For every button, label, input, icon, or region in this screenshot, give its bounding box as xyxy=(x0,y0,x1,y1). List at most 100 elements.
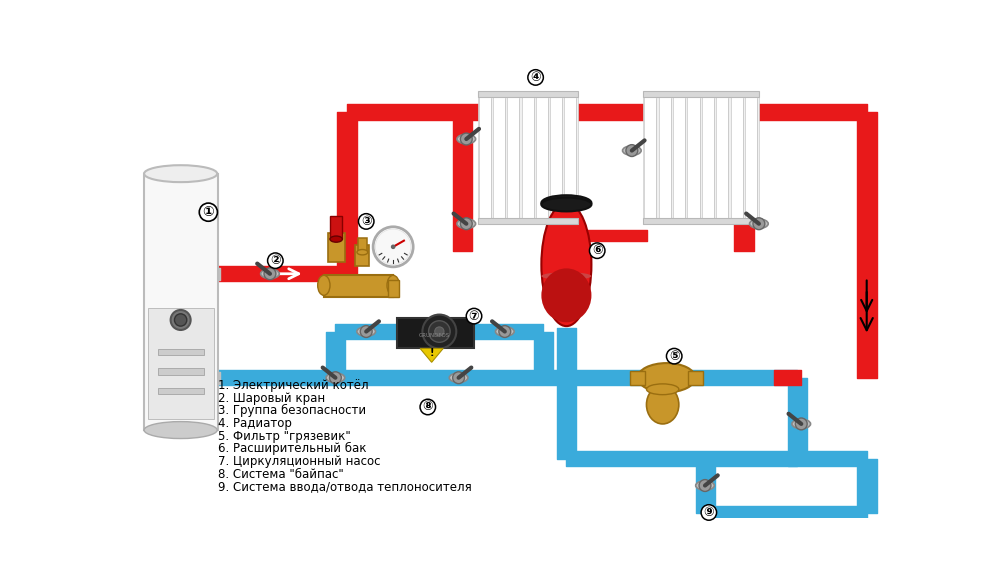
Circle shape xyxy=(795,418,807,430)
Text: 5. Фильтр "грязевик": 5. Фильтр "грязевик" xyxy=(218,430,351,443)
Ellipse shape xyxy=(326,373,345,382)
Text: ⑧: ⑧ xyxy=(422,400,433,414)
Text: ⑥: ⑥ xyxy=(592,244,603,257)
Ellipse shape xyxy=(696,481,714,490)
Bar xyxy=(397,318,474,349)
Text: GRUNDFOS: GRUNDFOS xyxy=(419,333,450,338)
Ellipse shape xyxy=(449,373,468,382)
Ellipse shape xyxy=(646,384,679,394)
Text: ①: ① xyxy=(202,205,214,219)
Circle shape xyxy=(453,372,465,383)
Bar xyxy=(355,245,369,266)
Bar xyxy=(716,96,728,219)
Circle shape xyxy=(499,325,511,338)
Circle shape xyxy=(643,139,646,142)
Circle shape xyxy=(429,321,450,342)
Bar xyxy=(536,96,548,219)
Bar xyxy=(643,91,759,96)
Bar xyxy=(659,96,671,219)
Bar xyxy=(324,275,393,297)
Circle shape xyxy=(452,212,455,215)
Bar xyxy=(328,233,345,262)
Circle shape xyxy=(477,127,481,130)
Circle shape xyxy=(171,310,191,330)
Circle shape xyxy=(460,133,472,145)
Circle shape xyxy=(174,314,187,326)
Ellipse shape xyxy=(750,219,768,228)
Circle shape xyxy=(329,372,341,383)
Bar xyxy=(550,96,562,219)
Bar xyxy=(731,96,743,219)
Circle shape xyxy=(470,366,473,369)
Text: 7. Циркуляционный насос: 7. Циркуляционный насос xyxy=(218,455,381,468)
Circle shape xyxy=(626,145,638,156)
Bar xyxy=(479,96,491,219)
Text: ②: ② xyxy=(270,254,281,267)
Text: !: ! xyxy=(429,348,434,358)
Ellipse shape xyxy=(318,275,330,295)
Ellipse shape xyxy=(541,195,591,211)
Ellipse shape xyxy=(623,146,641,155)
Ellipse shape xyxy=(357,327,376,336)
Bar xyxy=(158,349,204,356)
Circle shape xyxy=(360,325,372,338)
Circle shape xyxy=(460,218,472,229)
Ellipse shape xyxy=(457,134,476,144)
Circle shape xyxy=(745,212,748,215)
Bar xyxy=(507,96,519,219)
Circle shape xyxy=(491,320,494,323)
Ellipse shape xyxy=(261,269,279,278)
Bar xyxy=(493,96,505,219)
Bar xyxy=(478,93,578,224)
Bar xyxy=(158,368,204,375)
FancyArrowPatch shape xyxy=(861,281,872,311)
Circle shape xyxy=(377,320,380,323)
Circle shape xyxy=(256,262,259,265)
Bar xyxy=(388,280,399,297)
Bar xyxy=(745,96,757,219)
Circle shape xyxy=(264,268,276,279)
Ellipse shape xyxy=(541,198,591,211)
Bar xyxy=(358,238,367,252)
Ellipse shape xyxy=(457,219,476,228)
Circle shape xyxy=(422,314,456,349)
Ellipse shape xyxy=(387,275,399,295)
Ellipse shape xyxy=(792,419,811,429)
Bar xyxy=(564,96,576,219)
Text: ⑦: ⑦ xyxy=(469,310,479,322)
Bar xyxy=(643,217,759,224)
Ellipse shape xyxy=(638,363,695,392)
Ellipse shape xyxy=(495,327,514,336)
Bar xyxy=(673,96,685,219)
Text: 9. Система ввода/отвода теплоносителя: 9. Система ввода/отвода теплоносителя xyxy=(218,480,472,494)
Ellipse shape xyxy=(646,385,679,424)
Bar xyxy=(688,371,703,385)
Polygon shape xyxy=(420,349,443,363)
Text: ⑨: ⑨ xyxy=(704,506,714,519)
Bar xyxy=(643,93,759,224)
Circle shape xyxy=(716,474,719,477)
Text: 2. Шаровый кран: 2. Шаровый кран xyxy=(218,392,325,404)
Circle shape xyxy=(375,229,411,264)
Ellipse shape xyxy=(541,268,591,322)
Text: 1. Электрический котёл: 1. Электрический котёл xyxy=(218,379,369,392)
Circle shape xyxy=(787,412,790,415)
Text: 6. Расширительный бак: 6. Расширительный бак xyxy=(218,442,367,456)
Bar xyxy=(148,309,214,418)
Text: ⑤: ⑤ xyxy=(669,350,680,363)
Bar xyxy=(630,371,645,385)
Circle shape xyxy=(373,227,413,267)
Circle shape xyxy=(435,327,444,336)
Bar xyxy=(522,96,534,219)
Ellipse shape xyxy=(144,422,217,439)
Bar xyxy=(478,91,578,96)
Bar xyxy=(702,96,714,219)
Bar xyxy=(144,174,218,430)
Text: ③: ③ xyxy=(361,215,372,228)
Text: 3. Группа безопасности: 3. Группа безопасности xyxy=(218,404,366,417)
Text: ④: ④ xyxy=(530,71,541,84)
Text: 8. Система "байпас": 8. Система "байпас" xyxy=(218,468,344,481)
Ellipse shape xyxy=(330,236,342,242)
Bar xyxy=(687,96,700,219)
Circle shape xyxy=(391,245,395,249)
